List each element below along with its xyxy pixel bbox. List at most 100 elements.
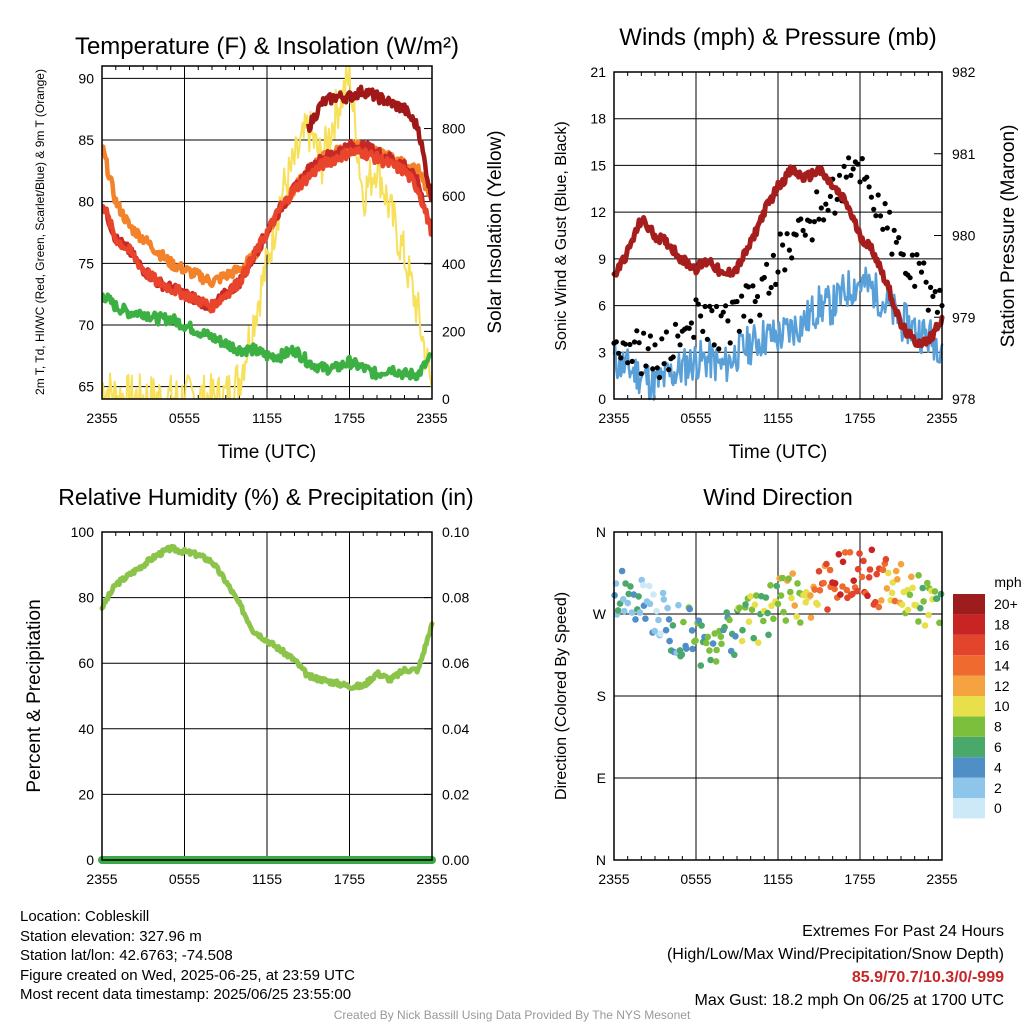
- winds-gust-point: [770, 252, 777, 258]
- direction-point: [774, 600, 782, 608]
- winds-gust-point: [761, 274, 767, 281]
- direction-point: [797, 619, 804, 626]
- direction-point: [839, 583, 846, 590]
- direction-title: Wind Direction: [703, 484, 853, 510]
- winds-y-tick-label: 3: [598, 344, 606, 360]
- direction-point: [820, 579, 827, 587]
- direction-point: [807, 592, 814, 599]
- winds-gust-point: [641, 330, 647, 336]
- direction-point: [692, 637, 699, 644]
- humidity-y-tick-label: 0: [86, 852, 94, 868]
- temperature-title: Temperature (F) & Insolation (W/m²): [75, 33, 459, 60]
- extremes-panel: Extremes For Past 24 Hours (High/Low/Max…: [667, 920, 1004, 1012]
- winds-gust-point: [811, 219, 818, 225]
- winds-gust-point: [670, 354, 676, 360]
- direction-point: [856, 550, 863, 557]
- winds-gust-point: [857, 179, 863, 185]
- direction-point: [638, 576, 645, 584]
- direction-point: [636, 609, 644, 616]
- winds-gust-point: [695, 301, 701, 307]
- winds-gust-point: [786, 247, 793, 253]
- temperature-line-yellow: [102, 66, 432, 399]
- winds-gust-point: [716, 346, 722, 352]
- winds-gust-point: [891, 227, 897, 233]
- direction-legend-swatch: [953, 594, 985, 615]
- winds-gust-point: [775, 269, 781, 275]
- winds-gust-point: [928, 284, 934, 290]
- direction-x-tick-label: 2355: [926, 871, 957, 887]
- direction-point: [750, 634, 757, 642]
- direction-point: [712, 658, 720, 665]
- direction-legend-label: 20+: [994, 596, 1018, 612]
- direction-point: [707, 656, 714, 664]
- direction-point: [937, 590, 945, 598]
- temperature-y-tick-label: 80: [78, 194, 94, 210]
- winds-gust-point: [816, 216, 822, 222]
- winds-gust-point: [625, 360, 631, 366]
- winds-gust-point: [754, 293, 761, 300]
- winds-gust-point: [711, 342, 717, 348]
- direction-point: [726, 616, 733, 624]
- direction-point: [898, 601, 906, 608]
- winds-gust-point: [686, 325, 692, 331]
- winds-gust-point: [900, 252, 906, 258]
- direction-point: [665, 616, 673, 623]
- winds-gust-point: [784, 231, 790, 237]
- winds-gust-point: [736, 328, 742, 334]
- direction-point: [703, 639, 710, 647]
- direction-point: [666, 637, 673, 645]
- direction-point: [622, 580, 629, 587]
- max-gust-text: Max Gust: 18.2 mph On 06/25 at 1700 UTC: [694, 992, 1005, 1009]
- direction-plot-border: [613, 531, 943, 861]
- winds-gust-point: [725, 318, 731, 324]
- winds-gust-point: [909, 252, 916, 258]
- direction-point: [868, 546, 876, 554]
- direction-point: [640, 581, 647, 589]
- direction-point: [909, 584, 916, 592]
- winds-gust-point: [809, 237, 815, 243]
- winds-y2-tick-label: 982: [952, 64, 976, 80]
- winds-y-tick-label: 21: [590, 64, 606, 80]
- winds-gust-point: [873, 213, 879, 219]
- elevation-text: Station elevation: 327.96 m: [20, 927, 202, 945]
- direction-point: [906, 591, 914, 599]
- temperature-plot-border: [101, 65, 433, 400]
- winds-gust-point: [631, 339, 638, 345]
- direction-point: [878, 597, 885, 604]
- winds-gust-point: [654, 365, 660, 371]
- direction-point: [850, 577, 857, 584]
- latlon-text: Station lat/lon: 42.6763; -74.508: [20, 947, 233, 964]
- temperature-y2-tick-label: 400: [442, 256, 466, 272]
- winds-gust-point: [793, 232, 799, 238]
- direction-legend-swatch: [953, 757, 985, 778]
- direction-point: [807, 614, 815, 621]
- winds-gust-point: [691, 334, 697, 340]
- direction-point: [858, 573, 866, 581]
- winds-y-tick-label: 15: [590, 157, 606, 173]
- winds-gust-point: [688, 320, 695, 326]
- direction-y-tick-label: N: [596, 852, 606, 868]
- extremes-title: Extremes For Past 24 Hours: [802, 923, 1004, 940]
- direction-x-tick-label: 1155: [763, 871, 793, 887]
- direction-point: [885, 569, 892, 577]
- winds-gust-point: [832, 210, 838, 216]
- temperature-x-tick-label: 2355: [416, 410, 447, 426]
- direction-point: [831, 580, 839, 587]
- winds-gust-point: [855, 161, 861, 167]
- direction-point: [846, 549, 854, 556]
- winds-gust-point: [677, 342, 683, 348]
- winds-gust-point: [748, 318, 754, 324]
- winds-gust-point: [818, 205, 824, 211]
- winds-gust-point: [836, 172, 843, 178]
- recent-data-text: Most recent data timestamp: 2025/06/25 2…: [20, 986, 352, 1003]
- winds-y-tick-label: 6: [598, 298, 606, 314]
- direction-point: [919, 584, 926, 592]
- direction-point: [841, 549, 849, 556]
- winds-gust-point: [798, 216, 804, 222]
- direction-point: [866, 566, 874, 573]
- winds-gust-point: [907, 275, 913, 281]
- direction-point: [782, 617, 790, 624]
- winds-gust-point: [636, 340, 642, 346]
- direction-legend-swatch: [953, 675, 985, 696]
- direction-point: [816, 587, 824, 594]
